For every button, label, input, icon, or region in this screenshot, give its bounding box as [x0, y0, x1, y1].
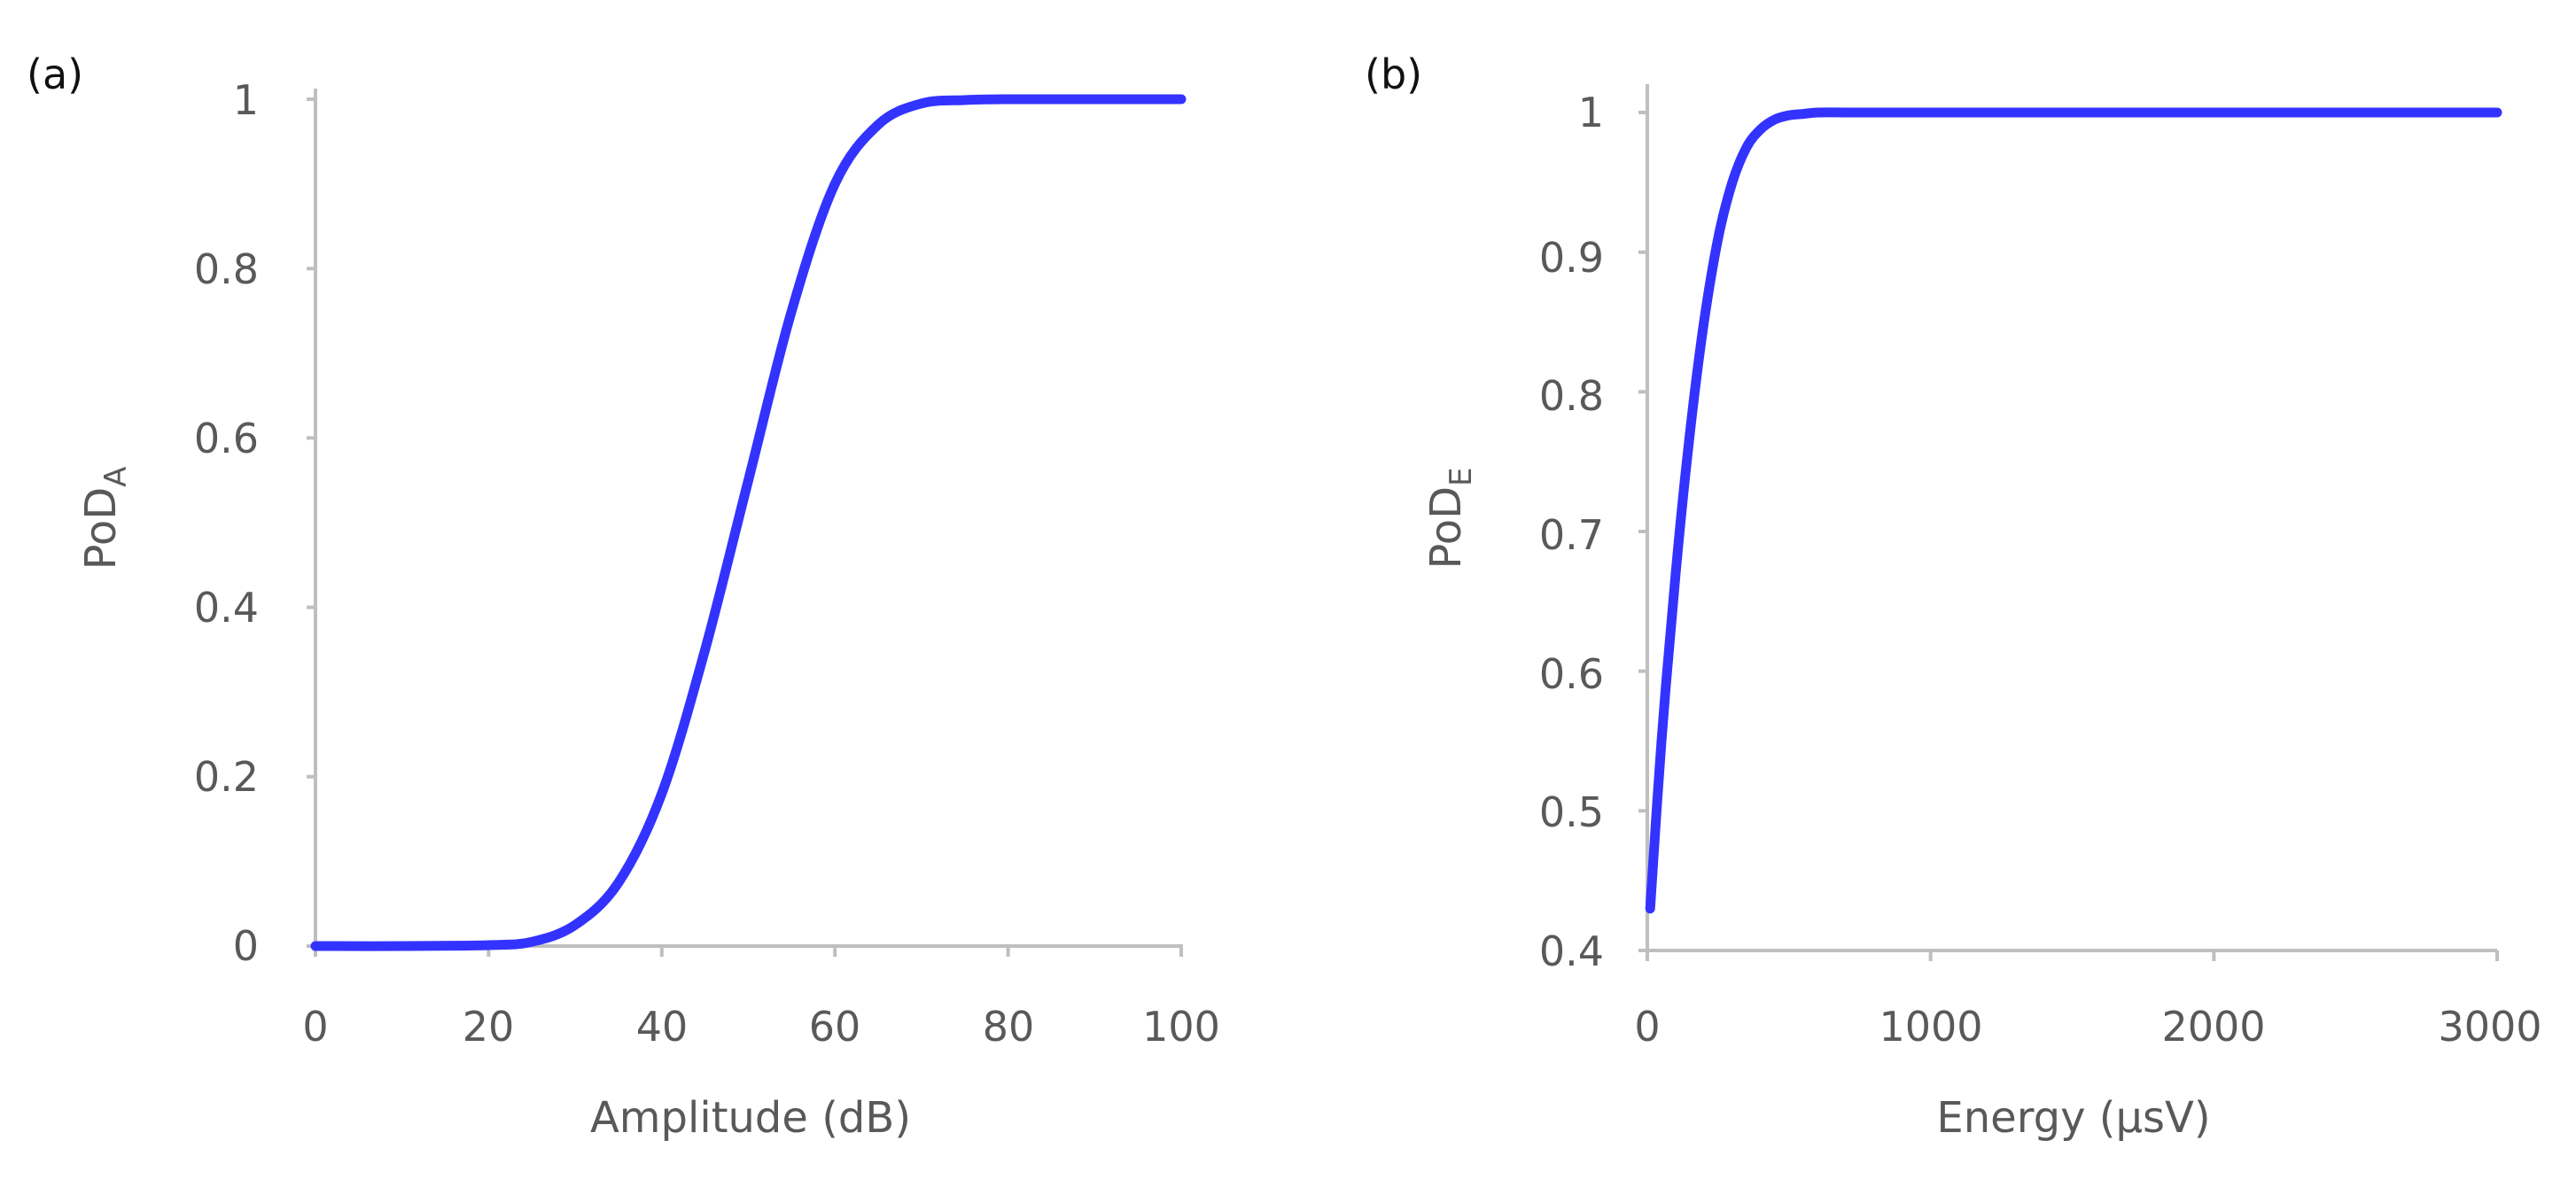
y-tick-label-a: 0 [233, 922, 259, 970]
x-tick-labels-b: 0 1000 2000 3000 [1634, 1003, 2541, 1051]
panel-label-b: (b) [1365, 50, 1422, 98]
x-axis-ticks-b [1646, 950, 2499, 961]
y-tick-label-b: 0.8 [1539, 372, 1604, 420]
x-tick-label-b: 1000 [1879, 1003, 1982, 1051]
x-tick-label-a: 20 [463, 1003, 515, 1051]
x-tick-label-a: 100 [1142, 1003, 1220, 1051]
x-tick-label-b: 0 [1634, 1003, 1660, 1051]
y-tick-label-a: 1 [233, 76, 259, 124]
y-axis-title-main-a: PoD [76, 487, 126, 570]
y-tick-label-a: 0.6 [194, 415, 259, 462]
y-axis-title-b: PoDE [1421, 467, 1479, 569]
chart-panel-a: (a) 0 0.2 0.4 0.6 0.8 1 0 20 40 60 80 10… [27, 50, 1220, 1143]
y-tick-label-a: 0.8 [194, 245, 259, 293]
y-tick-label-b: 0.7 [1539, 511, 1604, 559]
x-tick-label-a: 0 [302, 1003, 328, 1051]
y-axis-title-main-b: PoD [1421, 486, 1471, 570]
x-tick-label-b: 3000 [2438, 1003, 2541, 1051]
x-tick-label-b: 2000 [2161, 1003, 2265, 1051]
chart-panel-b: (b) 0.4 0.5 0.6 0.7 0.8 0.9 1 0 1000 200… [1365, 50, 2542, 1143]
x-axis-title-b: Energy (µsV) [1936, 1093, 2210, 1143]
y-tick-labels-b: 0.4 0.5 0.6 0.7 0.8 0.9 1 [1539, 89, 1604, 975]
y-tick-label-b: 1 [1578, 89, 1604, 136]
series-line-poda [310, 94, 1187, 951]
x-axis-title-a: Amplitude (dB) [590, 1093, 911, 1143]
panel-label-a: (a) [27, 50, 83, 98]
x-tick-label-a: 60 [809, 1003, 861, 1051]
x-tick-label-a: 40 [636, 1003, 689, 1051]
x-axis-ticks-a [314, 946, 1183, 957]
y-tick-label-b: 0.5 [1539, 788, 1604, 836]
x-tick-label-a: 80 [983, 1003, 1035, 1051]
y-tick-label-b: 0.4 [1539, 927, 1604, 975]
y-tick-label-a: 0.4 [194, 584, 259, 632]
y-axis-title-subscript-b: E [1444, 467, 1479, 485]
y-axis-ticks-b [1638, 111, 1647, 952]
y-tick-label-a: 0.2 [194, 753, 259, 801]
y-axis-title-subscript-a: A [98, 467, 134, 487]
series-line-pode [1645, 107, 2502, 914]
y-axis-title-a: PoDA [76, 467, 134, 570]
y-tick-labels-a: 0 0.2 0.4 0.6 0.8 1 [194, 76, 259, 970]
y-tick-label-b: 0.6 [1539, 650, 1604, 698]
y-tick-label-b: 0.9 [1539, 234, 1604, 282]
x-tick-labels-a: 0 20 40 60 80 100 [302, 1003, 1220, 1051]
